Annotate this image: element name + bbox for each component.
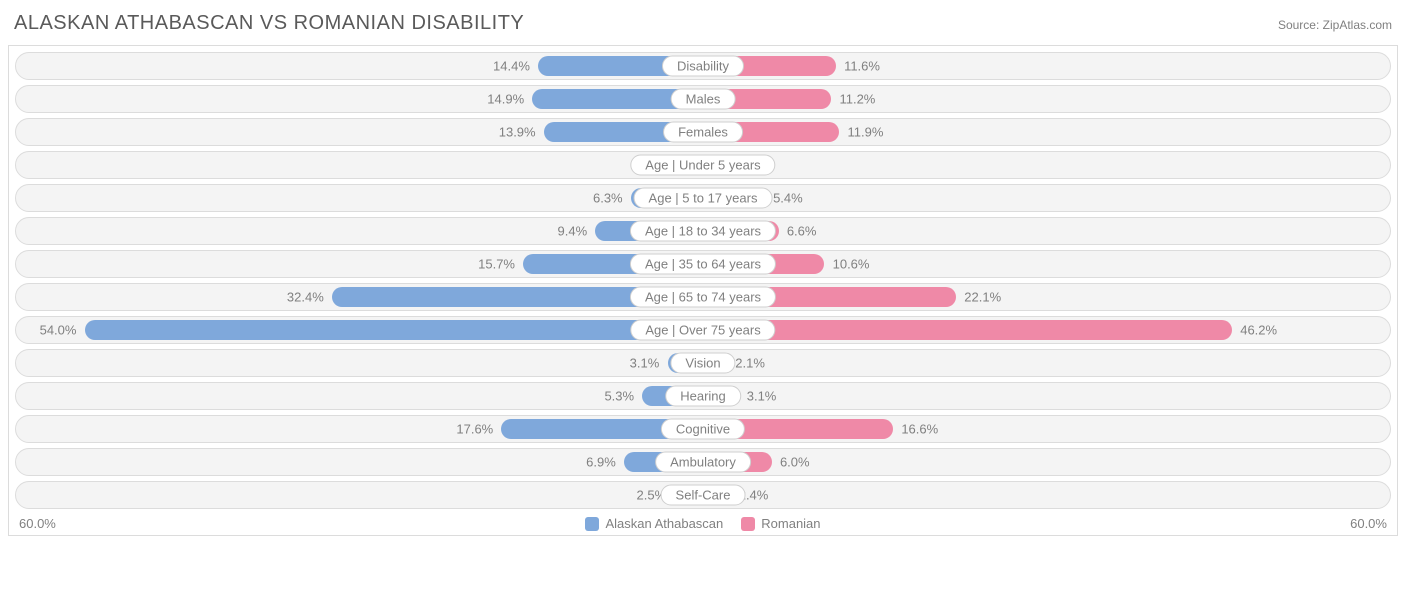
chart-row: 5.3% 3.1% Hearing bbox=[15, 382, 1391, 410]
value-right: 11.6% bbox=[844, 59, 880, 74]
chart-row: 14.9% 11.2% Males bbox=[15, 85, 1391, 113]
value-right: 5.4% bbox=[773, 191, 803, 206]
category-pill: Females bbox=[663, 122, 743, 143]
chart-panel: 14.4% 11.6% Disability 14.9% 11.2% Males 13.9%… bbox=[8, 45, 1398, 536]
value-right: 3.1% bbox=[747, 389, 777, 404]
legend-swatch-left bbox=[585, 517, 599, 531]
category-pill: Age | Over 75 years bbox=[630, 320, 775, 341]
value-right: 6.6% bbox=[787, 224, 817, 239]
bar-left bbox=[85, 320, 703, 340]
value-right: 22.1% bbox=[964, 290, 1001, 305]
value-left: 54.0% bbox=[40, 323, 77, 338]
value-left: 3.1% bbox=[630, 356, 660, 371]
chart-row: 17.6% 16.6% Cognitive bbox=[15, 415, 1391, 443]
legend-item-right: Romanian bbox=[741, 516, 820, 531]
chart-row: 6.3% 5.4%Age | 5 to 17 years bbox=[15, 184, 1391, 212]
value-left: 5.3% bbox=[604, 389, 634, 404]
axis-max-left: 60.0% bbox=[19, 516, 56, 531]
value-left: 14.9% bbox=[487, 92, 524, 107]
chart-row: 3.1% 2.1%Vision bbox=[15, 349, 1391, 377]
axis-max-right: 60.0% bbox=[1350, 516, 1387, 531]
legend-swatch-right bbox=[741, 517, 755, 531]
value-left: 13.9% bbox=[499, 125, 536, 140]
category-pill: Hearing bbox=[665, 386, 741, 407]
legend-label-right: Romanian bbox=[761, 516, 820, 531]
value-right: 10.6% bbox=[833, 257, 870, 272]
value-left: 15.7% bbox=[478, 257, 515, 272]
chart-row: 15.7% 10.6% Age | 35 to 64 years bbox=[15, 250, 1391, 278]
category-pill: Vision bbox=[670, 353, 735, 374]
category-pill: Age | Under 5 years bbox=[630, 155, 775, 176]
category-pill: Cognitive bbox=[661, 419, 745, 440]
chart-row: 54.0% 46.2% Age | Over 75 years bbox=[15, 316, 1391, 344]
chart-row: 6.9% 6.0% Ambulatory bbox=[15, 448, 1391, 476]
chart-row: 13.9% 11.9% Females bbox=[15, 118, 1391, 146]
value-right: 11.2% bbox=[839, 92, 875, 107]
legend: Alaskan Athabascan Romanian bbox=[585, 516, 820, 531]
value-right: 46.2% bbox=[1240, 323, 1277, 338]
value-right: 2.1% bbox=[735, 356, 765, 371]
category-pill: Age | 35 to 64 years bbox=[630, 254, 776, 275]
category-pill: Males bbox=[671, 89, 736, 110]
value-right: 6.0% bbox=[780, 455, 810, 470]
value-left: 32.4% bbox=[287, 290, 324, 305]
legend-item-left: Alaskan Athabascan bbox=[585, 516, 723, 531]
source-attribution: Source: ZipAtlas.com bbox=[1278, 18, 1392, 32]
legend-label-left: Alaskan Athabascan bbox=[605, 516, 723, 531]
value-right: 11.9% bbox=[847, 125, 883, 140]
value-left: 6.3% bbox=[593, 191, 623, 206]
category-pill: Age | 65 to 74 years bbox=[630, 287, 776, 308]
bar-right bbox=[703, 320, 1232, 340]
category-pill: Disability bbox=[662, 56, 744, 77]
category-pill: Ambulatory bbox=[655, 452, 751, 473]
chart-row: 32.4% 22.1% Age | 65 to 74 years bbox=[15, 283, 1391, 311]
value-left: 6.9% bbox=[586, 455, 616, 470]
category-pill: Age | 5 to 17 years bbox=[634, 188, 773, 209]
category-pill: Age | 18 to 34 years bbox=[630, 221, 776, 242]
chart-row: 14.4% 11.6% Disability bbox=[15, 52, 1391, 80]
chart-row: 9.4% 6.6% Age | 18 to 34 years bbox=[15, 217, 1391, 245]
value-right: 16.6% bbox=[901, 422, 938, 437]
chart-row: 1.5%1.3%Age | Under 5 years bbox=[15, 151, 1391, 179]
value-left: 14.4% bbox=[493, 59, 530, 74]
value-left: 9.4% bbox=[558, 224, 588, 239]
value-left: 17.6% bbox=[456, 422, 493, 437]
chart-rows: 14.4% 11.6% Disability 14.9% 11.2% Males 13.9%… bbox=[15, 52, 1391, 509]
page-title: ALASKAN ATHABASCAN VS ROMANIAN DISABILIT… bbox=[14, 12, 524, 35]
chart-row: 2.5%2.4%Self-Care bbox=[15, 481, 1391, 509]
category-pill: Self-Care bbox=[661, 485, 746, 506]
